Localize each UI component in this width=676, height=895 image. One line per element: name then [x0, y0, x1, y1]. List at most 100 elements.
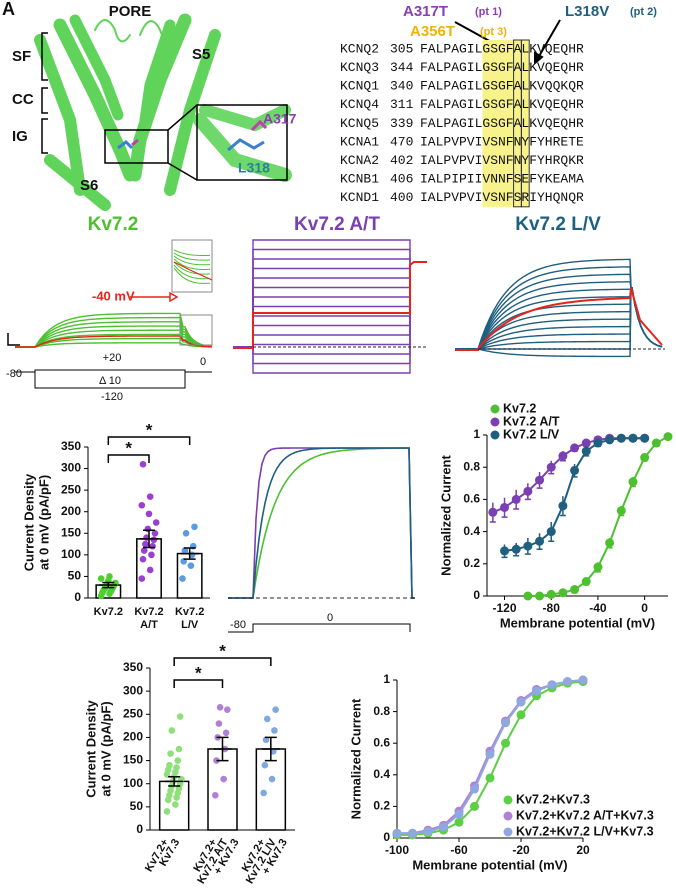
data-point: [535, 475, 545, 485]
gene-name: KCNA2: [340, 153, 379, 168]
data-point: [570, 585, 580, 595]
mutation-label: L318V: [565, 3, 609, 20]
trace: [233, 261, 427, 348]
y-axis-label: at 0 mV (pA/pF): [36, 475, 51, 570]
data-point: [605, 435, 615, 445]
data-point: [149, 542, 156, 550]
data-point: [181, 547, 189, 554]
data-point: [485, 749, 495, 759]
data-point: [516, 710, 526, 720]
data-point: [535, 591, 545, 601]
protocol: [32, 369, 212, 389]
legend-label: Kv7.2 A/T: [503, 414, 560, 428]
trace: [455, 287, 663, 351]
data-point: [263, 715, 271, 723]
error-bar: [140, 529, 158, 549]
y-tick-label: 1: [383, 672, 390, 686]
protocol: [228, 623, 411, 633]
legend-label: Kv7.2 L/V: [503, 427, 560, 441]
y-axis-label: Current Density: [21, 473, 36, 571]
sequence: FALPAGILGSGFALKVQEQHR: [420, 41, 584, 56]
y-axis-label: Normalized Current: [348, 698, 363, 819]
data-point: [144, 525, 152, 533]
sequence: FALPAGILGSGFALKVQQKQR: [420, 79, 584, 94]
data-point: [139, 460, 147, 468]
trace: [455, 287, 663, 358]
data-point: [500, 546, 510, 556]
data-point: [523, 541, 533, 551]
trace: [233, 261, 427, 348]
data-point: [616, 433, 626, 443]
y-tick-label: 0.6: [373, 735, 390, 749]
y-tick-label: 200: [123, 730, 143, 744]
data-point: [271, 727, 278, 734]
data-point: [176, 713, 184, 720]
legend-label: Kv7.2+Kv7.2 A/T+Kv7.3: [516, 808, 654, 822]
y-tick-label: 250: [123, 706, 143, 720]
data-point: [640, 433, 650, 443]
gene-name: KCNA1: [340, 134, 379, 149]
significance-bracket: [173, 657, 272, 666]
sequence: FALPAGILGSGFALKVQEQHR: [420, 60, 584, 75]
data-point: [260, 789, 267, 797]
data-point: [570, 443, 580, 453]
data-point: [167, 750, 174, 757]
x-tick-label: 20: [576, 843, 590, 857]
trace: [15, 342, 213, 348]
mutation-label: A356T: [410, 23, 455, 40]
y-tick-label: 0.4: [463, 524, 480, 538]
trace: [15, 316, 213, 348]
protocol-label: +20: [103, 352, 122, 364]
protocol-label: 0: [327, 612, 333, 624]
error-bar: [180, 547, 199, 560]
arrow-head: [169, 291, 179, 303]
data-point: [640, 453, 650, 463]
trace: [233, 239, 427, 348]
residue-number: 406: [390, 172, 413, 187]
trace: [233, 261, 427, 348]
data-point: [546, 589, 556, 599]
x-tick-label: -100: [385, 843, 409, 857]
legend-label: Kv7.2+Kv7.2 L/V+Kv7.3: [516, 824, 654, 838]
gene-name: KCNQ3: [340, 60, 379, 75]
data-point: [215, 720, 223, 727]
error-bar: [165, 776, 184, 787]
x-tick-label: Kv7.2: [134, 606, 163, 618]
sequence: FALPAGILGSGFALKVQEQHR: [420, 97, 584, 112]
mutation-label: A317T: [403, 3, 448, 20]
data-point: [546, 527, 556, 537]
data-point: [148, 551, 155, 559]
trace: [233, 261, 427, 348]
residue-number: 344: [390, 60, 414, 75]
x-tick-label: Kv7.2: [175, 606, 204, 618]
protocol-label: 0: [200, 356, 206, 368]
y-tick-label: 50: [68, 569, 82, 583]
y-tick-label: 0: [383, 830, 390, 844]
x-tick-label: L/V: [181, 619, 199, 631]
data-point: [547, 680, 557, 690]
sequence: IALPVPVIVSNFSRIYHQNQR: [420, 190, 584, 205]
y-tick-label: 100: [123, 776, 143, 790]
significance-label: *: [195, 663, 202, 682]
trace: [233, 258, 427, 348]
region-label: IG: [12, 128, 28, 145]
legend-marker: [503, 827, 513, 837]
y-tick-label: 250: [61, 482, 81, 496]
y-tick-label: 350: [61, 439, 81, 453]
trace: [228, 447, 415, 599]
trace: [173, 264, 211, 280]
residue-label: A317: [263, 111, 297, 127]
data-point: [145, 510, 153, 518]
inset-box: [171, 239, 213, 346]
x-tick-label: -80: [543, 601, 561, 615]
y-tick-label: 150: [61, 525, 81, 539]
residue-sticks: [117, 119, 268, 152]
y-tick-label: 150: [123, 753, 143, 767]
data-point: [651, 438, 661, 448]
trace: [233, 261, 427, 355]
significance-label: *: [125, 438, 132, 457]
region-label: CC: [12, 91, 34, 108]
data-point: [558, 451, 568, 461]
data-point: [593, 562, 603, 572]
residue-label: L318: [238, 160, 270, 176]
